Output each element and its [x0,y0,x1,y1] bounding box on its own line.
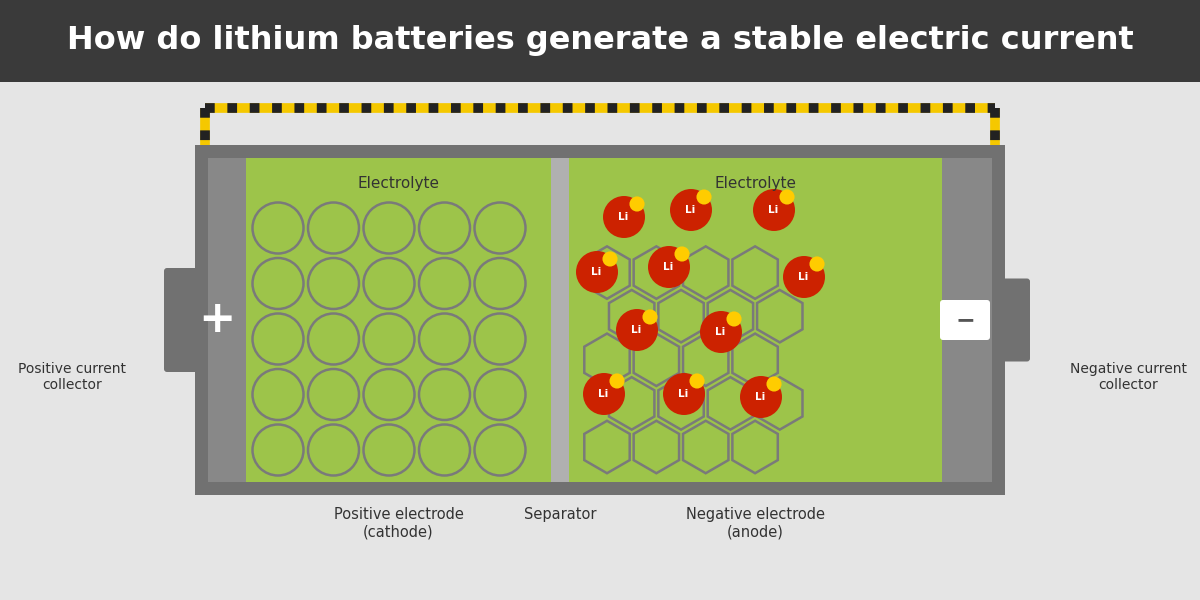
Circle shape [308,258,359,309]
Text: Electrolyte: Electrolyte [358,176,439,191]
Circle shape [780,190,794,205]
Text: Li: Li [755,392,766,402]
Text: Li: Li [685,205,695,215]
Text: Negative current
collector: Negative current collector [1069,362,1187,392]
Text: Li: Li [618,212,628,222]
Polygon shape [584,247,630,299]
Polygon shape [608,290,654,343]
Circle shape [662,373,706,415]
Text: Li: Li [678,389,688,399]
Circle shape [308,202,359,253]
Circle shape [364,369,414,420]
Polygon shape [732,421,778,473]
Polygon shape [608,377,654,430]
Circle shape [576,251,618,293]
Circle shape [726,311,742,326]
Polygon shape [634,421,679,473]
Text: Electrolyte: Electrolyte [714,176,797,191]
Polygon shape [584,421,630,473]
Circle shape [700,311,742,353]
Text: Li: Li [662,262,673,272]
Polygon shape [732,334,778,386]
Circle shape [474,424,526,475]
FancyBboxPatch shape [164,268,198,372]
Circle shape [670,189,712,231]
Text: +: + [198,298,235,341]
Circle shape [602,251,618,266]
Polygon shape [732,247,778,299]
Polygon shape [708,377,754,430]
Circle shape [630,196,644,212]
Circle shape [419,258,470,309]
Circle shape [674,247,690,262]
Text: How do lithium batteries generate a stable electric current: How do lithium batteries generate a stab… [67,25,1133,56]
FancyBboxPatch shape [551,158,569,482]
Circle shape [252,424,304,475]
Text: Positive current
collector: Positive current collector [18,362,126,392]
Circle shape [583,373,625,415]
Circle shape [419,424,470,475]
Polygon shape [757,377,803,430]
Circle shape [648,246,690,288]
FancyBboxPatch shape [194,145,1004,495]
Text: Li: Li [590,267,601,277]
Polygon shape [683,334,728,386]
Text: −: − [955,308,974,332]
Circle shape [364,202,414,253]
Text: Separator: Separator [523,507,596,522]
Circle shape [252,313,304,364]
Circle shape [610,373,624,389]
Circle shape [754,189,796,231]
Polygon shape [683,421,728,473]
Circle shape [252,202,304,253]
Text: Li: Li [598,389,608,399]
Circle shape [308,369,359,420]
Circle shape [474,313,526,364]
Polygon shape [683,247,728,299]
Circle shape [364,313,414,364]
Circle shape [782,256,826,298]
Polygon shape [659,290,703,343]
Circle shape [474,369,526,420]
Text: Li: Li [715,327,725,337]
Circle shape [767,376,781,392]
Circle shape [810,256,824,272]
Circle shape [419,313,470,364]
Circle shape [364,258,414,309]
Circle shape [308,313,359,364]
Circle shape [252,369,304,420]
Text: Li: Li [768,205,778,215]
Polygon shape [757,290,803,343]
FancyBboxPatch shape [569,158,942,482]
Polygon shape [584,334,630,386]
Text: Negative electrode
(anode): Negative electrode (anode) [686,507,826,539]
Circle shape [474,258,526,309]
Circle shape [740,376,782,418]
Circle shape [690,373,704,389]
Circle shape [616,309,658,351]
Circle shape [419,202,470,253]
Circle shape [419,369,470,420]
Polygon shape [708,290,754,343]
FancyBboxPatch shape [1002,278,1030,361]
Circle shape [364,424,414,475]
Circle shape [642,310,658,325]
Circle shape [474,202,526,253]
Circle shape [602,196,646,238]
FancyBboxPatch shape [246,158,551,482]
FancyBboxPatch shape [208,158,992,482]
Circle shape [696,190,712,205]
Polygon shape [634,247,679,299]
Circle shape [308,424,359,475]
Circle shape [252,258,304,309]
FancyBboxPatch shape [940,300,990,340]
Text: Li: Li [798,272,808,282]
Polygon shape [659,377,703,430]
Polygon shape [634,334,679,386]
Text: Li: Li [631,325,641,335]
FancyBboxPatch shape [0,0,1200,82]
Text: Positive electrode
(cathode): Positive electrode (cathode) [334,507,463,539]
